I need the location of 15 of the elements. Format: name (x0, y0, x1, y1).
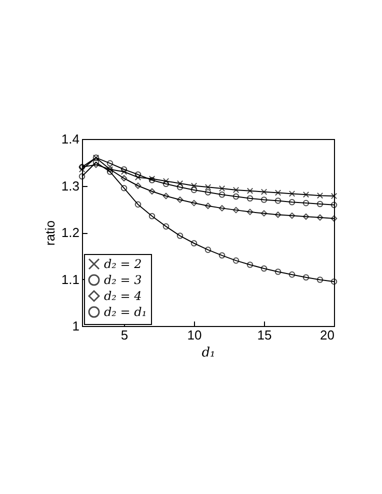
y-tick-label: 1 (72, 318, 80, 334)
x-tick-label: 10 (187, 328, 202, 342)
legend-label: d₂ = d₁ (104, 305, 147, 319)
legend-label: d₂ = 4 (104, 289, 142, 303)
y-tick-label: 1.2 (61, 225, 80, 240)
y-tick-label: 1.1 (61, 272, 80, 287)
y-tick-label: 1.4 (61, 132, 80, 146)
legend-label: d₂ = 2 (104, 257, 142, 271)
x-axis-title: d₁ (202, 346, 216, 360)
x-tick-label: 15 (257, 328, 272, 342)
y-tick-label: 1.3 (61, 178, 80, 194)
x-tick-label: 20 (320, 328, 334, 342)
x-tick-label: 5 (120, 328, 128, 342)
legend-label: d₂ = 3 (104, 273, 142, 287)
y-axis-title: ratio (42, 220, 58, 246)
